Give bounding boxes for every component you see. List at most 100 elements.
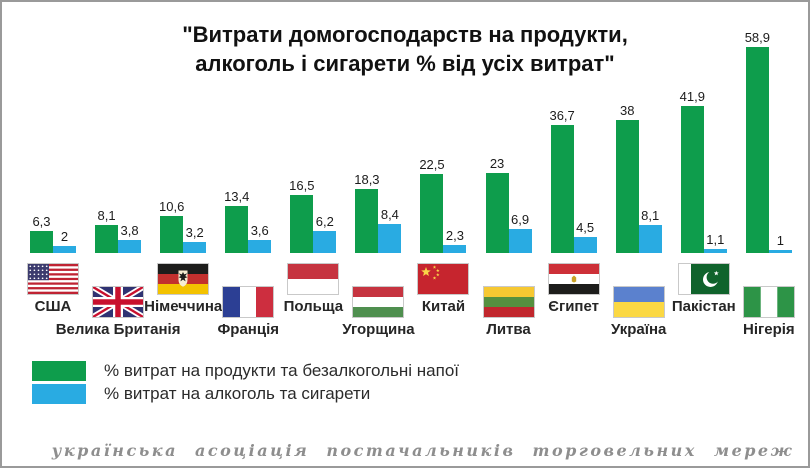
bar-value-label: 13,4: [224, 189, 250, 205]
chart-title: "Витрати домогосподарств на продукти, ал…: [2, 20, 808, 78]
bar-value-label: 22,5: [419, 157, 445, 173]
country-de: Німеччина: [144, 263, 222, 315]
cn-flag-icon: [417, 263, 470, 295]
legend-label-food: % витрат на продукти та безалкогольні на…: [104, 361, 460, 380]
bar-col-food: 18,3: [354, 172, 380, 253]
bar-pair: 38 8,1: [615, 103, 662, 253]
bar-value-label: 2,3: [445, 228, 464, 243]
bar-pair: 41,9 1,1: [679, 89, 727, 253]
country-label: Китай: [421, 298, 466, 315]
country-label: США: [34, 298, 72, 315]
bar-value-label: 3,8: [120, 222, 139, 238]
bar-food: [680, 106, 704, 253]
bar-value-label: 2: [60, 229, 69, 244]
country-pl: Польща: [284, 263, 343, 315]
bar-value-label: 8,4: [380, 206, 399, 222]
country-cn: Китай: [417, 263, 470, 315]
bar-value-label: 6,9: [511, 211, 530, 227]
bar-pair: 6,3 2: [30, 214, 76, 253]
bar-food: [420, 174, 444, 253]
bar-value-label: 18,3: [354, 172, 380, 187]
ua-flag-icon: [612, 286, 665, 318]
bar-value-label: 58,9: [744, 29, 771, 45]
country-label: Франція: [217, 321, 279, 338]
bar-col-food: 41,9: [679, 89, 705, 253]
country-label: Пакістан: [671, 298, 736, 315]
bar-col-food: 8,1: [95, 207, 119, 253]
country-label: Єгипет: [548, 298, 599, 315]
bar-pair: 58,9 1: [744, 29, 792, 253]
country-ua: Україна: [611, 286, 666, 338]
chart-title-line2: алкоголь і сигарети % від усіх витрат": [195, 51, 615, 76]
bar-alcohol: [573, 237, 597, 253]
us-flag-icon: [27, 263, 79, 295]
bar-alcohol: [508, 228, 532, 253]
bar-col-food: 13,4: [224, 189, 250, 253]
bar-col-alcohol: 3,8: [118, 222, 142, 253]
bar-value-label: 16,5: [289, 178, 315, 194]
bar-alcohol: [703, 249, 727, 253]
bar-value-label: 41,9: [679, 89, 705, 105]
legend: % витрат на продукти та безалкогольні на…: [32, 361, 459, 407]
bar-food: [30, 230, 53, 253]
bar-col-food: 36,7: [549, 108, 575, 253]
bar-food: [745, 46, 769, 253]
bar-col-food: 6,3: [30, 214, 53, 253]
bar-value-label: 1: [776, 232, 784, 248]
bar-food: [225, 206, 249, 253]
bar-pair: 16,5 6,2: [289, 178, 337, 253]
country-label: Україна: [611, 321, 667, 338]
pk-flag-icon: [677, 263, 730, 295]
bar-pair: 10,6 3,2: [159, 199, 207, 253]
bar-alcohol: [443, 245, 467, 253]
bar-alcohol: [248, 240, 272, 253]
bar-alcohol: [53, 246, 76, 253]
legend-item-food: % витрат на продукти та безалкогольні на…: [32, 361, 459, 381]
bar-col-food: 10,6: [159, 199, 184, 253]
bar-pair: 36,7 4,5: [549, 108, 597, 253]
bar-alcohol: [118, 239, 142, 253]
bar-col-alcohol: 4,5: [573, 220, 597, 253]
bar-value-label: 3,2: [185, 224, 204, 240]
bar-value-label: 8,1: [641, 207, 660, 223]
bar-col-alcohol: 6,9: [508, 211, 532, 253]
country-pk: Пакістан: [672, 263, 736, 315]
bar-col-food: 38: [615, 103, 639, 253]
bar-pair: 8,1 3,8: [95, 207, 142, 253]
gb-flag-icon: [92, 286, 145, 318]
country-fr: Франція: [217, 286, 279, 338]
bar-alcohol: [768, 249, 792, 253]
country-label: Німеччина: [144, 298, 223, 315]
bar-col-food: 23: [485, 156, 509, 253]
bar-pair: 22,5 2,3: [419, 157, 467, 253]
legend-label-alcohol: % витрат на алкоголь та сигарети: [104, 384, 371, 403]
country-label: Угорщина: [342, 321, 415, 338]
bar-pair: 13,4 3,6: [224, 189, 272, 253]
bar-col-alcohol: 6,2: [313, 214, 337, 253]
bar-col-alcohol: 3,2: [183, 224, 207, 253]
country-label: Литва: [486, 321, 531, 338]
bar-value-label: 8,1: [97, 207, 116, 223]
bar-value-label: 1,1: [706, 232, 725, 248]
bar-alcohol: [638, 224, 662, 253]
de-flag-icon: [157, 263, 210, 295]
bar-food: [615, 120, 639, 253]
bar-food: [550, 124, 574, 253]
legend-swatch-green: [32, 361, 86, 381]
pl-flag-icon: [287, 263, 340, 295]
bar-col-food: 58,9: [744, 29, 771, 253]
bar-food: [290, 195, 314, 253]
hu-flag-icon: [352, 286, 405, 318]
country-flags-row: США Велика Британія Німеччина Франція Польща…: [27, 263, 795, 338]
country-hu: Угорщина: [342, 286, 415, 338]
country-label: Велика Британія: [55, 321, 181, 338]
bar-pair: 18,3 8,4: [354, 172, 402, 253]
bar-col-alcohol: 8,4: [378, 206, 402, 253]
legend-swatch-blue: [32, 384, 86, 404]
bar-col-alcohol: 2,3: [443, 228, 467, 253]
bar-value-label: 6,2: [315, 214, 334, 230]
eg-flag-icon: [547, 263, 600, 295]
fr-flag-icon: [222, 286, 275, 318]
bar-chart-area: 6,3 2 8,1 3,8 10,6 3,2 13,4 3,6 16,5 6,2 18,3 8,4 22…: [30, 2, 792, 253]
